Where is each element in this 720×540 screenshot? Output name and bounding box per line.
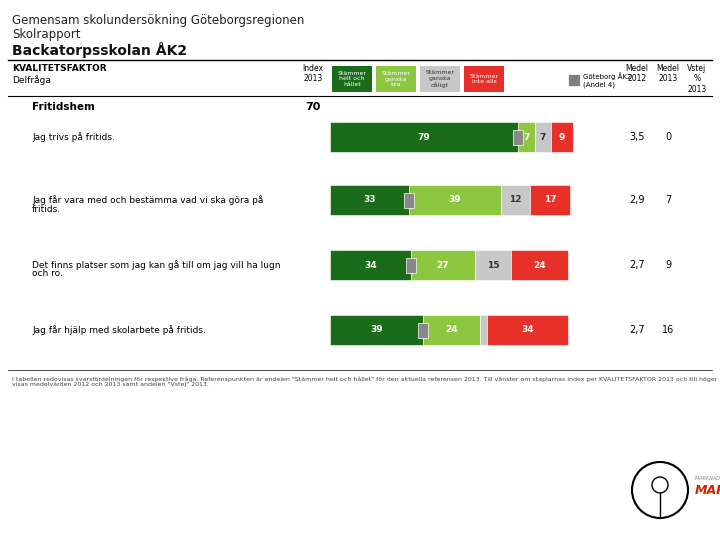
Bar bbox=[535, 122, 552, 152]
Text: Jag får vara med och bestämma vad vi ska göra på: Jag får vara med och bestämma vad vi ska… bbox=[32, 195, 264, 205]
Text: 7: 7 bbox=[665, 195, 671, 205]
Bar bbox=[330, 315, 423, 345]
Text: Jag trivs på fritids.: Jag trivs på fritids. bbox=[32, 132, 115, 142]
Bar bbox=[568, 74, 580, 86]
Bar bbox=[330, 185, 408, 215]
Bar bbox=[332, 66, 372, 92]
Text: Det finns platser som jag kan gå till om jag vill ha lugn: Det finns platser som jag kan gå till om… bbox=[32, 260, 281, 270]
Text: Stämmer
ganska
bra: Stämmer ganska bra bbox=[382, 71, 410, 87]
Text: Backatorpsskolan ÅK2: Backatorpsskolan ÅK2 bbox=[12, 42, 187, 58]
Text: Stämmer
inte alls: Stämmer inte alls bbox=[469, 73, 498, 84]
Bar bbox=[418, 322, 428, 338]
Text: 9: 9 bbox=[559, 132, 565, 141]
Bar bbox=[420, 66, 460, 92]
Text: Fritidshem: Fritidshem bbox=[32, 102, 95, 112]
Text: 24: 24 bbox=[445, 326, 458, 334]
Bar bbox=[423, 315, 480, 345]
Bar bbox=[552, 122, 572, 152]
Bar bbox=[511, 250, 568, 280]
Text: Medel
2012: Medel 2012 bbox=[626, 64, 649, 83]
Text: 9: 9 bbox=[665, 260, 671, 270]
Text: Göteborg ÅK2
(Andel 4): Göteborg ÅK2 (Andel 4) bbox=[583, 72, 631, 87]
Text: MARKÖR: MARKÖR bbox=[695, 483, 720, 496]
Text: 2,9: 2,9 bbox=[629, 195, 644, 205]
Text: 34: 34 bbox=[521, 326, 534, 334]
Text: 16: 16 bbox=[662, 325, 674, 335]
Bar bbox=[403, 192, 413, 207]
Bar bbox=[475, 250, 511, 280]
Text: och ro.: och ro. bbox=[32, 269, 63, 279]
Text: 0: 0 bbox=[665, 132, 671, 142]
Text: I tabellen redovisas svarsfördelningen för respektive fråga. Referenspunkten är : I tabellen redovisas svarsfördelningen f… bbox=[12, 376, 717, 388]
Bar bbox=[408, 185, 501, 215]
Bar bbox=[406, 258, 416, 273]
Bar bbox=[480, 315, 487, 345]
Text: 3,5: 3,5 bbox=[629, 132, 644, 142]
Bar bbox=[530, 185, 570, 215]
Text: 15: 15 bbox=[487, 260, 499, 269]
Bar bbox=[501, 185, 530, 215]
Text: 7: 7 bbox=[523, 132, 529, 141]
Text: 33: 33 bbox=[363, 195, 376, 205]
Text: 7: 7 bbox=[540, 132, 546, 141]
Text: 70: 70 bbox=[305, 102, 320, 112]
Bar bbox=[464, 66, 504, 92]
Text: 79: 79 bbox=[418, 132, 431, 141]
Text: Gemensam skolundersökning Göteborgsregionen: Gemensam skolundersökning Göteborgsregio… bbox=[12, 14, 305, 27]
Text: Stämmer
helt och
hållet: Stämmer helt och hållet bbox=[338, 71, 366, 87]
Text: Index
2013: Index 2013 bbox=[302, 64, 323, 83]
Text: fritids.: fritids. bbox=[32, 205, 61, 213]
Text: Vstej
%
2013: Vstej % 2013 bbox=[688, 64, 706, 94]
Bar bbox=[518, 122, 535, 152]
Text: Stämmer
ganska
dåligt: Stämmer ganska dåligt bbox=[426, 70, 454, 87]
Text: 39: 39 bbox=[370, 326, 383, 334]
Text: 27: 27 bbox=[437, 260, 449, 269]
Text: 24: 24 bbox=[533, 260, 546, 269]
Text: 17: 17 bbox=[544, 195, 557, 205]
Text: 34: 34 bbox=[364, 260, 377, 269]
Text: Medel
2013: Medel 2013 bbox=[657, 64, 680, 83]
Text: 2,7: 2,7 bbox=[629, 325, 645, 335]
Bar bbox=[330, 122, 518, 152]
Text: KVALITETSFAKTOR: KVALITETSFAKTOR bbox=[12, 64, 107, 73]
Bar bbox=[487, 315, 568, 345]
Text: Skolrapport: Skolrapport bbox=[12, 28, 81, 41]
Text: Delfråga: Delfråga bbox=[12, 75, 51, 85]
Text: 39: 39 bbox=[449, 195, 462, 205]
Text: 2,7: 2,7 bbox=[629, 260, 645, 270]
Bar bbox=[330, 250, 411, 280]
Bar bbox=[513, 130, 523, 145]
Text: MARKNADSKOMMUNIKATION AB: MARKNADSKOMMUNIKATION AB bbox=[695, 476, 720, 481]
Text: Jag får hjälp med skolarbete på fritids.: Jag får hjälp med skolarbete på fritids. bbox=[32, 325, 206, 335]
Bar bbox=[376, 66, 416, 92]
Bar bbox=[411, 250, 475, 280]
Text: 12: 12 bbox=[509, 195, 522, 205]
